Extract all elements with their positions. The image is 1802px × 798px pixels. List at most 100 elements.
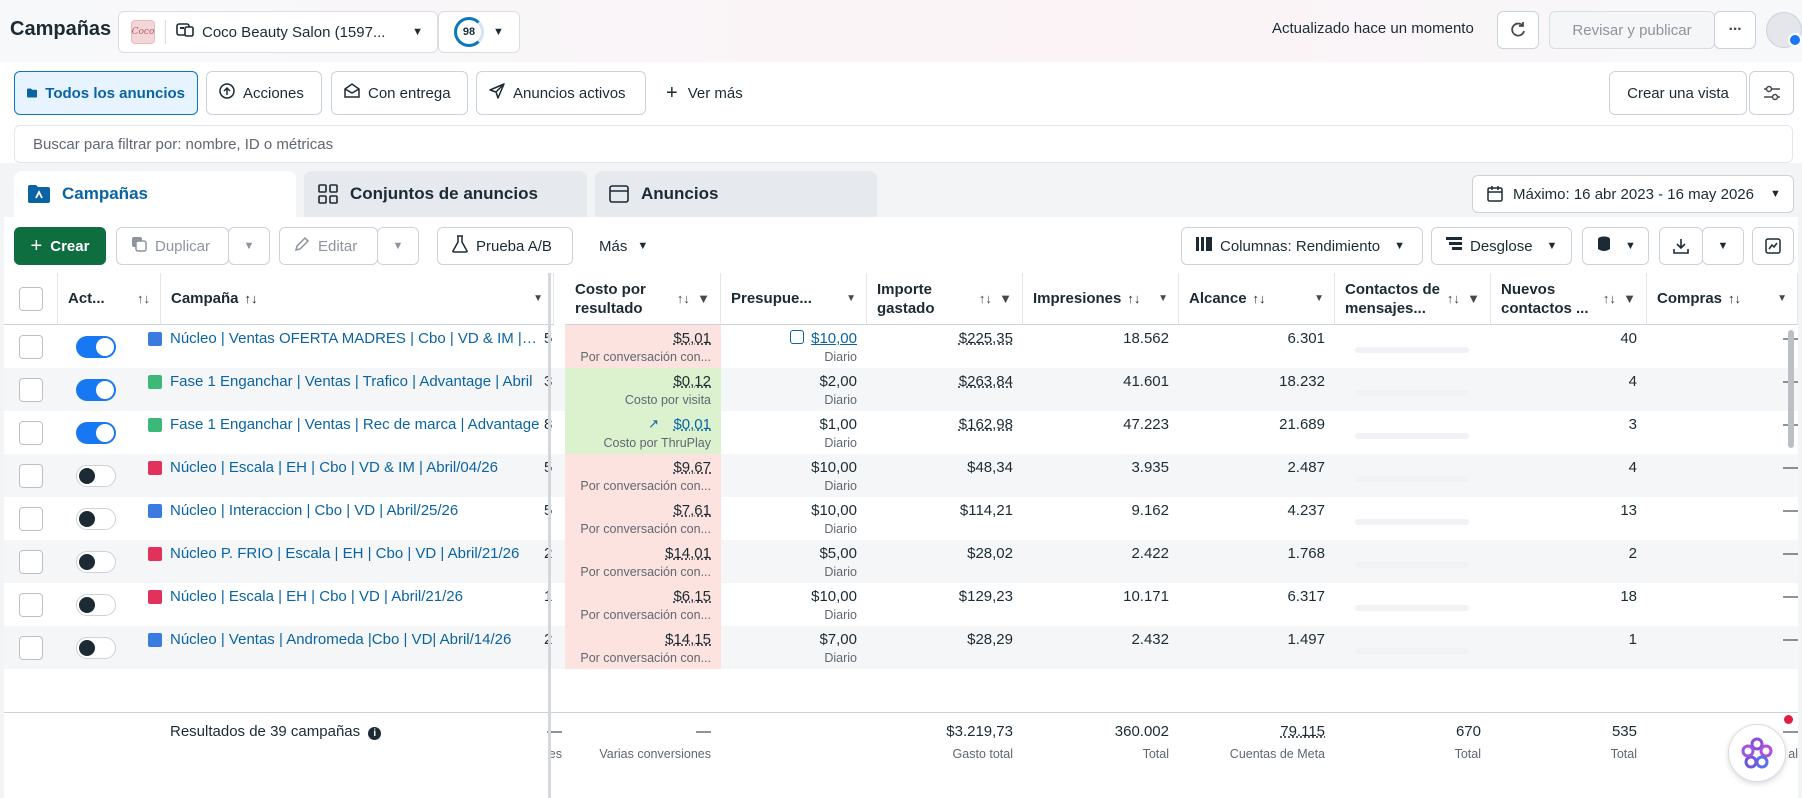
table-row[interactable]: Núcleo | Escala | EH | Cbo | VD | Abril/… <box>4 583 1798 626</box>
create-button[interactable]: + Crear <box>14 227 106 265</box>
header-amount-spent[interactable]: Importe gastado ↑↓ ▼ <box>867 273 1023 325</box>
cost-per-result-value[interactable]: $9,67 <box>673 459 711 476</box>
see-more-button[interactable]: + Ver más <box>666 71 743 115</box>
duplicate-dropdown[interactable]: ▼ <box>228 227 270 265</box>
campaign-name-link[interactable]: Núcleo | Interaccion | Cbo | VD | Abril/… <box>170 502 459 519</box>
header-impressions[interactable]: Impresiones ↑↓ ▼ <box>1023 273 1179 325</box>
budget-value[interactable]: $2,00 <box>819 373 857 390</box>
budget-value[interactable]: $1,00 <box>819 416 857 433</box>
filter-actions[interactable]: Acciones <box>206 71 322 115</box>
opportunity-score[interactable]: 98 ▼ <box>438 11 520 53</box>
cost-per-result-value[interactable]: $0,12 <box>673 373 711 390</box>
budget-value[interactable]: $10,00 <box>811 330 857 347</box>
table-row[interactable]: Núcleo | Interaccion | Cbo | VD | Abril/… <box>4 497 1798 540</box>
cost-per-result-value[interactable]: $14,01 <box>665 545 711 562</box>
tab-campaigns[interactable]: Campañas <box>14 171 296 217</box>
cost-per-result-value[interactable]: $0,01 <box>673 416 711 433</box>
table-row[interactable]: Fase 1 Enganchar | Ventas | Trafico | Ad… <box>4 368 1798 411</box>
table-row[interactable]: Núcleo | Ventas OFERTA MADRES | Cbo | VD… <box>4 325 1798 368</box>
row-checkbox[interactable] <box>19 593 43 617</box>
cost-per-result-value[interactable]: $14,15 <box>665 631 711 648</box>
refresh-button[interactable] <box>1497 11 1539 49</box>
toggle-knob <box>96 424 114 442</box>
row-checkbox[interactable] <box>19 550 43 574</box>
cost-per-result-value[interactable]: $7,61 <box>673 502 711 519</box>
tab-ad-sets[interactable]: Conjuntos de anuncios <box>304 171 587 217</box>
review-publish-button[interactable]: Revisar y publicar <box>1549 11 1715 49</box>
campaign-name-link[interactable]: Fase 1 Enganchar | Ventas | Rec de marca… <box>170 416 540 433</box>
avatar[interactable] <box>1766 12 1802 48</box>
header-reach[interactable]: Alcance ↑↓ ▼ <box>1179 273 1335 325</box>
campaign-name-link[interactable]: Núcleo | Ventas OFERTA MADRES | Cbo | VD… <box>170 330 540 347</box>
chevron-down-icon: ▼ <box>1777 293 1787 304</box>
budget-value[interactable]: $10,00 <box>811 588 857 605</box>
cost-per-result-value[interactable]: $5,01 <box>673 330 711 347</box>
campaign-name-link[interactable]: Núcleo | Escala | EH | Cbo | VD | Abril/… <box>170 588 463 605</box>
row-checkbox[interactable] <box>19 507 43 531</box>
header-label: Costo por resultado <box>575 280 646 317</box>
campaign-toggle[interactable] <box>76 508 116 530</box>
grid-icon <box>318 184 338 204</box>
assistant-button[interactable] <box>1728 724 1786 782</box>
breakdown-button[interactable]: Desglose ▼ <box>1431 227 1572 265</box>
edit-dropdown[interactable]: ▼ <box>377 227 419 265</box>
header-campaign[interactable]: Campaña ↑↓ ▼ <box>161 273 554 325</box>
budget-value[interactable]: $7,00 <box>819 631 857 648</box>
budget-value[interactable]: $10,00 <box>811 502 857 519</box>
campaign-toggle[interactable] <box>76 551 116 573</box>
header-budget[interactable]: Presupue... ▼ <box>721 273 867 325</box>
filter-active-ads[interactable]: Anuncios activos <box>476 71 646 115</box>
chevron-down-icon: ▼ <box>412 26 423 38</box>
campaign-name-link[interactable]: Fase 1 Enganchar | Ventas | Trafico | Ad… <box>170 373 533 390</box>
header-purchases[interactable]: Compras ↑↓ ▼ <box>1647 273 1798 325</box>
campaign-toggle[interactable] <box>76 465 116 487</box>
row-checkbox[interactable] <box>19 636 43 660</box>
campaign-name-link[interactable]: Núcleo | Escala | EH | Cbo | VD & IM | A… <box>170 459 498 476</box>
date-range-picker[interactable]: Máximo: 16 abr 2023 - 16 may 2026 ▼ <box>1472 175 1794 213</box>
table-row[interactable]: Núcleo | Escala | EH | Cbo | VD & IM | A… <box>4 454 1798 497</box>
duplicate-button[interactable]: Duplicar <box>116 227 229 265</box>
header-active[interactable]: Act... ↑↓ <box>58 273 161 325</box>
loading-placeholder <box>1355 605 1469 611</box>
header-message-contacts[interactable]: Contactos de mensajes... ↑↓ ▼ <box>1335 273 1491 325</box>
edit-button[interactable]: Editar <box>279 227 378 265</box>
reports-button[interactable]: ▼ <box>1582 227 1649 265</box>
table-scrollbar[interactable] <box>1788 330 1794 448</box>
export-button[interactable] <box>1659 227 1703 265</box>
account-selector[interactable]: Coco Coco Beauty Salon (1597... ▼ <box>118 11 438 53</box>
header-new-contacts[interactable]: Nuevos contactos ... ↑↓ ▼ <box>1491 273 1647 325</box>
table-row[interactable]: Núcleo P. FRIO | Escala | EH | Cbo | VD … <box>4 540 1798 583</box>
campaign-toggle[interactable] <box>76 336 116 358</box>
select-all-checkbox[interactable] <box>19 287 43 311</box>
table-row[interactable]: Núcleo | Ventas | Andromeda |Cbo | VD| A… <box>4 626 1798 669</box>
budget-value[interactable]: $10,00 <box>811 459 857 476</box>
tab-ads[interactable]: Anuncios <box>595 171 877 217</box>
cost-per-result-cell: $14,01 Por conversación con... <box>565 540 721 583</box>
more-options-button[interactable]: ··· <box>1714 11 1756 49</box>
row-checkbox[interactable] <box>19 421 43 445</box>
campaign-toggle[interactable] <box>76 379 116 401</box>
campaign-name-link[interactable]: Núcleo P. FRIO | Escala | EH | Cbo | VD … <box>170 545 520 562</box>
row-checkbox[interactable] <box>19 464 43 488</box>
ab-test-button[interactable]: Prueba A/B <box>437 227 573 265</box>
search-input[interactable]: Buscar para filtrar por: nombre, ID o mé… <box>14 125 1793 163</box>
export-dropdown[interactable]: ▼ <box>1702 227 1744 265</box>
cost-per-result-value[interactable]: $6,15 <box>673 588 711 605</box>
row-checkbox[interactable] <box>19 378 43 402</box>
campaign-toggle[interactable] <box>76 594 116 616</box>
campaign-name-link[interactable]: Núcleo | Ventas | Andromeda |Cbo | VD| A… <box>170 631 512 648</box>
table-row[interactable]: Fase 1 Enganchar | Ventas | Rec de marca… <box>4 411 1798 454</box>
campaign-toggle[interactable] <box>76 637 116 659</box>
budget-value[interactable]: $5,00 <box>819 545 857 562</box>
filter-settings-button[interactable] <box>1749 71 1794 115</box>
filter-all-ads[interactable]: Todos los anuncios <box>14 71 198 115</box>
campaign-toggle[interactable] <box>76 422 116 444</box>
header-cost-per-result[interactable]: Costo por resultado ↑↓ ▼ <box>565 273 721 325</box>
more-button[interactable]: Más ▼ <box>599 227 648 265</box>
new-contacts: 13 <box>1620 502 1637 519</box>
columns-button[interactable]: Columnas: Rendimiento ▼ <box>1181 227 1423 265</box>
charts-button[interactable] <box>1752 227 1794 265</box>
create-view-button[interactable]: Crear una vista <box>1609 71 1747 115</box>
filter-with-delivery[interactable]: Con entrega <box>331 71 468 115</box>
row-checkbox[interactable] <box>19 335 43 359</box>
